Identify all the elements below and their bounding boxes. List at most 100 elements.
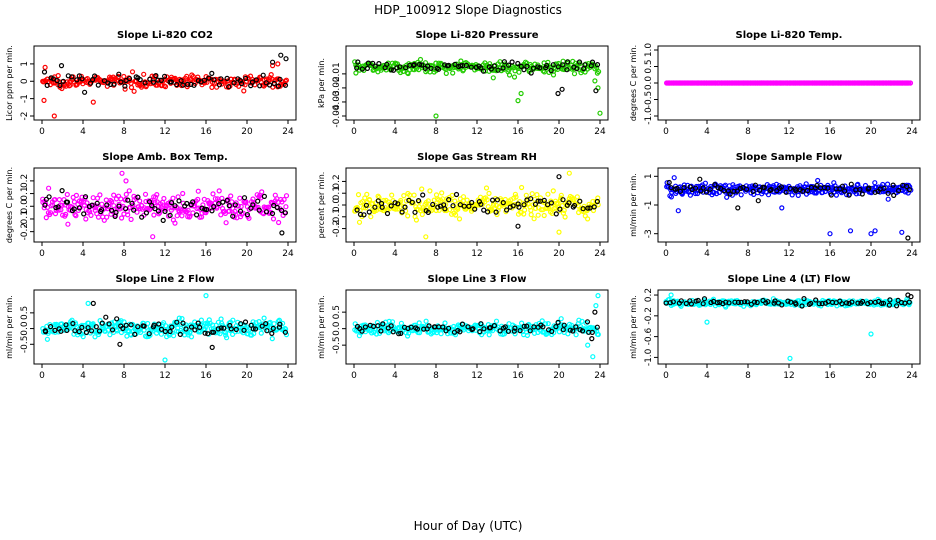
- data-point: [174, 81, 180, 88]
- outlier-point: [566, 170, 572, 176]
- data-point: [146, 331, 152, 337]
- data-point: [153, 72, 159, 79]
- y-tick-label: 0.0: [332, 321, 342, 336]
- data-point: [169, 200, 175, 206]
- data-point: [419, 211, 425, 218]
- data-point: [76, 205, 82, 211]
- data-point: [452, 198, 458, 204]
- outlier-point: [150, 234, 156, 240]
- data-point: [270, 325, 276, 331]
- data-point: [126, 75, 133, 82]
- data-point: [548, 200, 555, 206]
- data-point: [866, 185, 872, 191]
- data-point: [180, 82, 186, 88]
- data-point: [573, 332, 579, 338]
- data-point: [223, 330, 229, 336]
- x-tick-label: 16: [512, 371, 524, 381]
- panel-title: Slope Li-820 Pressure: [415, 30, 538, 41]
- data-point: [497, 328, 503, 334]
- data-point: [430, 201, 436, 208]
- data-point: [258, 330, 264, 336]
- y-tick-label: -0.5: [332, 336, 342, 354]
- data-point: [793, 188, 799, 194]
- data-point: [230, 213, 236, 219]
- y-tick-label: -3: [644, 229, 654, 238]
- panel-grid: Slope Li-820 CO2 0 4 8 12 16 20 24 -2 -1 0 1 Licor p…: [5, 30, 921, 381]
- data-point: [168, 207, 174, 213]
- data-point: [141, 71, 147, 77]
- data-point: [129, 69, 136, 75]
- data-point: [528, 70, 534, 76]
- y-axis-label: ml/min per min.: [5, 295, 14, 359]
- data-points: [40, 293, 290, 363]
- data-point: [517, 328, 523, 334]
- outlier-point: [697, 176, 703, 182]
- data-point: [490, 197, 496, 203]
- data-point: [394, 65, 400, 71]
- data-point: [452, 61, 458, 68]
- y-tick-label: 0: [20, 78, 30, 84]
- data-point: [241, 88, 247, 94]
- data-point: [426, 323, 432, 329]
- data-point: [129, 200, 135, 206]
- data-point: [238, 80, 245, 87]
- data-point: [64, 327, 70, 333]
- data-point: [121, 73, 127, 80]
- panel-title: Slope Line 4 (LT) Flow: [727, 274, 850, 285]
- data-point: [116, 71, 122, 77]
- data-point: [528, 212, 534, 218]
- x-tick-label: 20: [553, 249, 565, 259]
- data-point: [702, 180, 709, 186]
- data-point: [389, 192, 395, 198]
- y-axis-label: Licor ppm per min.: [5, 45, 14, 121]
- data-point: [52, 211, 59, 217]
- data-point: [210, 191, 216, 197]
- data-point: [141, 323, 147, 329]
- data-point: [376, 60, 382, 67]
- y-tick-label: 0.5: [644, 59, 654, 73]
- data-points: [663, 292, 914, 361]
- data-point: [478, 321, 484, 327]
- data-point: [276, 219, 282, 226]
- data-point: [183, 326, 189, 332]
- data-point: [521, 323, 527, 329]
- data-point: [70, 320, 76, 327]
- data-point: [180, 190, 186, 197]
- data-point: [427, 188, 433, 194]
- data-point: [363, 202, 369, 208]
- data-point: [390, 67, 397, 73]
- data-point: [49, 202, 56, 208]
- data-point: [440, 324, 446, 330]
- outlier-point: [42, 64, 48, 71]
- x-tick-label: 24: [906, 371, 918, 381]
- data-point: [668, 185, 674, 191]
- data-point: [494, 197, 500, 203]
- data-point: [750, 188, 756, 194]
- data-point: [250, 326, 256, 332]
- data-point: [356, 219, 363, 225]
- y-axis-label: percent per min.: [317, 172, 326, 239]
- data-point: [232, 202, 238, 208]
- data-point: [52, 327, 58, 333]
- data-point: [813, 297, 819, 303]
- data-point: [283, 326, 289, 332]
- data-point: [795, 192, 801, 198]
- data-point: [524, 323, 530, 329]
- data-point: [224, 197, 230, 203]
- data-point: [439, 190, 445, 196]
- data-point: [446, 325, 452, 331]
- data-point: [880, 300, 887, 306]
- data-point: [815, 177, 821, 184]
- data-point: [506, 62, 512, 68]
- data-point: [55, 72, 61, 79]
- data-point: [557, 206, 563, 212]
- data-point: [215, 326, 221, 332]
- data-point: [123, 191, 129, 197]
- data-point: [409, 199, 415, 205]
- data-point: [199, 205, 205, 211]
- outlier-point: [270, 62, 276, 69]
- data-point: [281, 196, 287, 203]
- data-point: [396, 331, 402, 337]
- data-point: [872, 189, 878, 195]
- outlier-point: [209, 344, 215, 350]
